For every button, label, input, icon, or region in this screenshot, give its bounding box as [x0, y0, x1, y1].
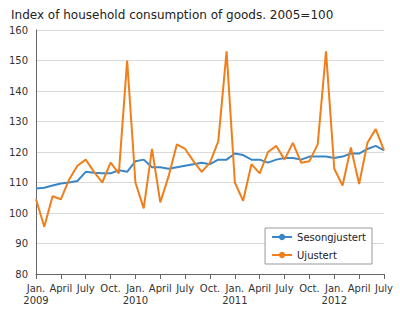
svg-text:120: 120 — [9, 147, 28, 158]
svg-text:Oct.: Oct. — [200, 283, 220, 294]
svg-text:Jan.: Jan. — [324, 283, 344, 294]
svg-text:Sesongjustert: Sesongjustert — [297, 232, 366, 243]
svg-text:150: 150 — [9, 55, 28, 66]
svg-text:Jan.: Jan. — [26, 283, 46, 294]
svg-text:80: 80 — [15, 269, 28, 280]
svg-text:2010: 2010 — [123, 295, 148, 306]
svg-text:Jan.: Jan. — [125, 283, 145, 294]
svg-text:April: April — [49, 283, 72, 294]
svg-text:2011: 2011 — [222, 295, 247, 306]
svg-text:Oct.: Oct. — [299, 283, 319, 294]
svg-text:100: 100 — [9, 208, 28, 219]
svg-text:130: 130 — [9, 116, 28, 127]
svg-text:April: April — [348, 283, 371, 294]
svg-text:Oct.: Oct. — [100, 283, 120, 294]
svg-text:July: July — [175, 283, 194, 294]
svg-text:July: July — [76, 283, 95, 294]
svg-text:April: April — [248, 283, 271, 294]
svg-text:April: April — [149, 283, 172, 294]
svg-text:90: 90 — [15, 238, 28, 249]
svg-text:160: 160 — [9, 25, 28, 36]
svg-text:110: 110 — [9, 177, 28, 188]
svg-text:Index of household consumption: Index of household consumption of goods.… — [11, 8, 333, 22]
svg-text:2012: 2012 — [322, 295, 347, 306]
svg-text:2009: 2009 — [23, 295, 48, 306]
svg-text:July: July — [374, 283, 393, 294]
svg-text:July: July — [275, 283, 294, 294]
svg-text:140: 140 — [9, 86, 28, 97]
svg-text:Ujustert: Ujustert — [297, 250, 337, 261]
svg-text:Jan.: Jan. — [225, 283, 245, 294]
